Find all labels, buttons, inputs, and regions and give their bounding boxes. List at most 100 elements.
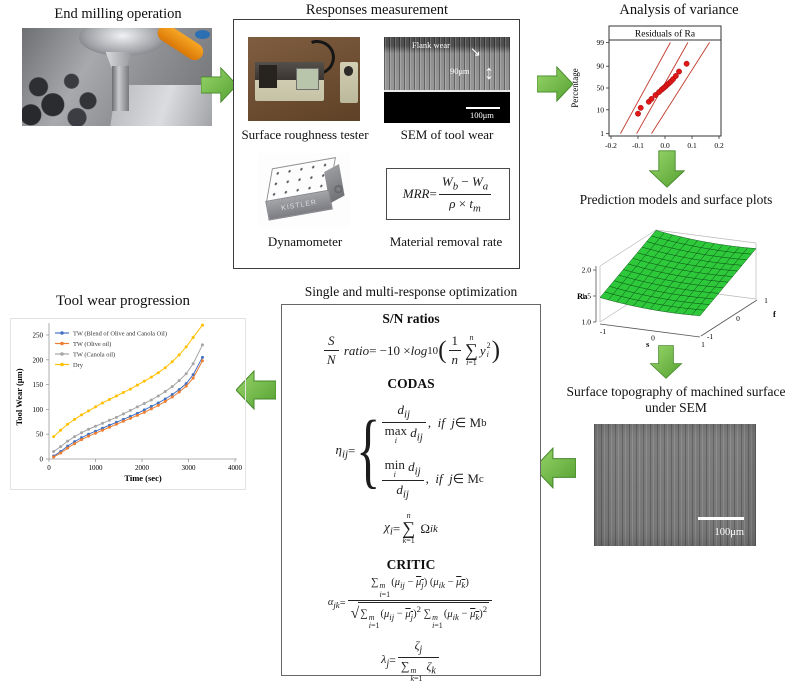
- sem-scale-label: 100μm: [470, 110, 494, 120]
- probe-dial-graphic: [344, 66, 354, 76]
- svg-text:0.2: 0.2: [714, 141, 724, 150]
- mrr-formula: MRR = Wb − Wa ρ × tm: [403, 174, 493, 214]
- svg-text:1: 1: [600, 130, 604, 139]
- sem-scalebar: [466, 107, 500, 109]
- svg-text:Dry: Dry: [73, 362, 84, 369]
- svg-text:4000: 4000: [228, 464, 243, 472]
- device-brand-text: KISTLER: [280, 198, 318, 212]
- anova-title: Analysis of variance: [619, 2, 739, 18]
- end-milling-section: End milling operation: [22, 6, 214, 127]
- svg-text:s: s: [646, 339, 650, 349]
- dynamometer-body-graphic: KISTLER: [259, 153, 350, 227]
- sn-heading: S/N ratios: [382, 311, 440, 326]
- responses-box: Flank wear ↘ 90μm ↕ 100μm Surface roughn…: [233, 19, 520, 269]
- probe-unit-graphic: [339, 62, 358, 103]
- flow-arrow-down-icon: [648, 150, 686, 188]
- nozzle-tip-graphic: [194, 30, 211, 40]
- critic-heading: CRITIC: [386, 557, 436, 573]
- svg-text:TW (Olive oil): TW (Olive oil): [73, 341, 111, 348]
- svg-text:0.0: 0.0: [660, 141, 670, 150]
- wear-measure-label: 90μm: [450, 66, 470, 76]
- dynamometer-caption: Dynamometer: [267, 234, 343, 249]
- svg-text:Ra: Ra: [577, 291, 588, 301]
- sem-wear-surface-graphic: [384, 37, 510, 93]
- svg-text:f: f: [773, 309, 776, 319]
- sem-caption: SEM of tool wear: [400, 127, 494, 142]
- optimization-title: Single and multi-response optimization: [304, 284, 518, 299]
- roughness-tester-photo: [248, 37, 360, 121]
- sem-tool-wear-image: Flank wear ↘ 90μm ↕ 100μm: [384, 37, 510, 123]
- codas-heading: CODAS: [387, 376, 435, 391]
- svg-text:-0.2: -0.2: [605, 141, 617, 150]
- topo-scale-label: 100μm: [714, 527, 744, 539]
- flank-wear-label: Flank wear: [412, 40, 451, 50]
- topography-sem-image: 100μm: [594, 424, 756, 547]
- lambda-formula: λj = ζj ∑ m k=1 ζk: [381, 638, 441, 683]
- topography-title-line1: Surface topography of machined surface: [566, 384, 786, 399]
- wear-measure-arrow-icon: ↕: [484, 62, 494, 84]
- svg-text:-1: -1: [600, 327, 606, 336]
- svg-text:Tool Wear (μm): Tool Wear (μm): [14, 368, 24, 425]
- svg-text:90: 90: [597, 62, 605, 71]
- dynamometer-photo: KISTLER: [258, 153, 350, 227]
- svg-text:0: 0: [736, 314, 740, 323]
- svg-text:0: 0: [47, 464, 51, 472]
- flow-arrow-right-icon: [201, 66, 237, 104]
- end-milling-title: End milling operation: [54, 6, 182, 22]
- flank-wear-arrow-icon: ↘: [470, 44, 481, 59]
- svg-text:99: 99: [597, 38, 605, 47]
- svg-text:0: 0: [40, 456, 44, 464]
- svg-text:1.5: 1.5: [582, 292, 592, 301]
- svg-text:50: 50: [36, 431, 44, 439]
- svg-text:1000: 1000: [89, 464, 104, 472]
- responses-section: Responses measurement Flank wear ↘ 90μm: [233, 2, 521, 269]
- flow-arrow-down-icon: [649, 345, 683, 379]
- svg-text:Residuals of Ra: Residuals of Ra: [635, 29, 696, 40]
- svg-text:150: 150: [33, 381, 44, 389]
- topography-title: Surface topography of machined surface u…: [558, 384, 794, 416]
- optimization-section: Single and multi-response optimization S…: [280, 284, 542, 683]
- tester-unit-graphic: [254, 62, 325, 101]
- svg-text:3000: 3000: [182, 464, 197, 472]
- prediction-title: Prediction models and surface plots: [579, 192, 773, 207]
- svg-text:-1: -1: [707, 332, 713, 341]
- svg-text:10: 10: [597, 106, 605, 115]
- svg-text:Percentage: Percentage: [570, 69, 580, 108]
- svg-text:200: 200: [33, 356, 44, 364]
- toolwear-section: Tool wear progression 0 50 100 150 200 250 0 10…: [8, 292, 246, 490]
- tester-screen-graphic: [296, 67, 320, 90]
- anova-section: Analysis of variance Residuals of Ra Perc…: [565, 2, 793, 150]
- svg-text:0: 0: [651, 334, 655, 343]
- svg-text:250: 250: [33, 332, 44, 340]
- svg-text:-0.1: -0.1: [632, 141, 644, 150]
- svg-text:0.1: 0.1: [687, 141, 697, 150]
- svg-text:50: 50: [597, 84, 605, 93]
- responses-title: Responses measurement: [305, 2, 449, 18]
- topography-section: Surface topography of machined surface u…: [558, 384, 794, 547]
- svg-text:TW (Blend of Olive and Canola: TW (Blend of Olive and Canola Oil): [73, 330, 167, 337]
- prediction-section: Prediction models and surface plots 1.0 1…: [558, 192, 794, 350]
- anova-probability-plot: Residuals of Ra Percentage 1 10 50 90 99 -0.2 -0…: [570, 25, 724, 150]
- tester-module-graphic: [258, 65, 277, 89]
- svg-text:1.0: 1.0: [582, 318, 592, 327]
- svg-text:TW (Canola oil): TW (Canola oil): [73, 351, 115, 358]
- svg-text:100: 100: [33, 406, 44, 414]
- svg-text:Time (sec): Time (sec): [124, 473, 162, 483]
- mrr-formula-box: MRR = Wb − Wa ρ × tm: [386, 168, 510, 220]
- collet-graphic: [105, 51, 133, 68]
- tester-caption: Surface roughness tester: [241, 127, 369, 142]
- toolwear-chart: 0 50 100 150 200 250 0 1000 2000 3000 4000 Time (se…: [14, 323, 243, 483]
- end-milling-photo: [22, 28, 212, 127]
- svg-text:1: 1: [764, 296, 768, 305]
- toolwear-title: Tool wear progression: [56, 293, 190, 309]
- flow-arrow-left-icon: [534, 446, 576, 490]
- toolwear-panel: 0 50 100 150 200 250 0 1000 2000 3000 4000 Time (se…: [10, 318, 246, 490]
- svg-text:2000: 2000: [135, 464, 150, 472]
- svg-text:1: 1: [701, 340, 705, 349]
